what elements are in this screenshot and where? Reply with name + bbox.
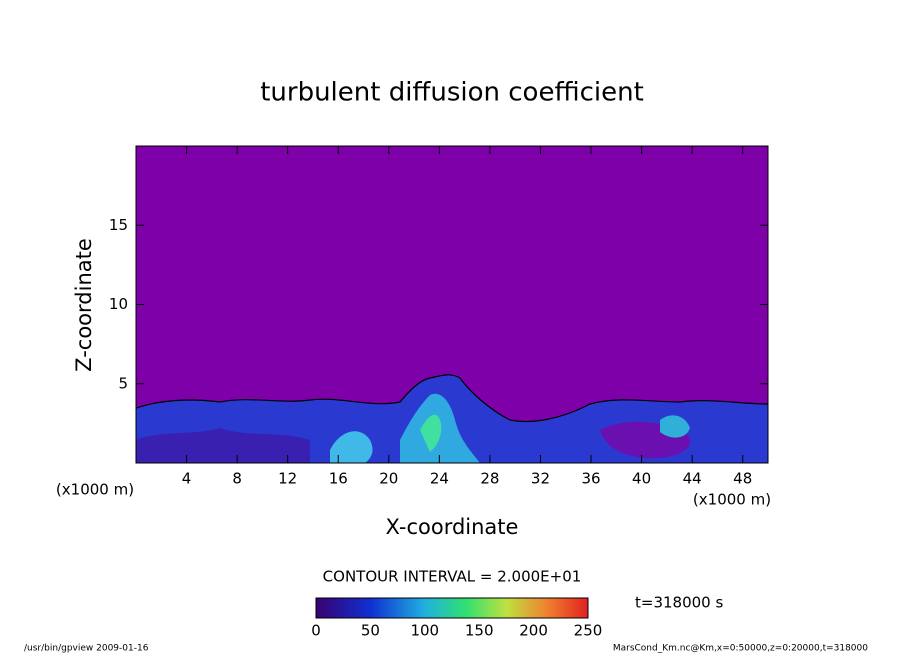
x-tick-label: 44 (683, 470, 702, 488)
y-tick-label: 10 (109, 295, 128, 313)
x-tick-label: 12 (278, 470, 297, 488)
x-tick-label: 20 (379, 470, 398, 488)
time-label: t=318000 s (635, 594, 723, 612)
y-tick-label: 15 (109, 216, 128, 234)
y-tick-label: 5 (118, 374, 128, 392)
contour-field (136, 146, 768, 463)
x-tick-label: 8 (232, 470, 242, 488)
footer-right: MarsCond_Km.nc@Km,x=0:50000,z=0:20000,t=… (613, 644, 868, 654)
x-tick-label: 16 (329, 470, 348, 488)
x-tick-label: 40 (632, 470, 651, 488)
chart-title: turbulent diffusion coefficient (260, 78, 644, 108)
colorbar-tick-label: 50 (361, 622, 380, 640)
colorbar (315, 597, 589, 619)
colorbar-tick-label: 200 (519, 622, 548, 640)
footer-left: /usr/bin/gpview 2009-01-16 (24, 644, 149, 654)
x-tick-label: 24 (430, 470, 449, 488)
y-axis-label: Z-coordinate (72, 238, 96, 372)
colorbar-tick-label: 250 (574, 622, 603, 640)
x-tick-label: 28 (480, 470, 499, 488)
x-axis-label: X-coordinate (386, 515, 519, 539)
colorbar-tick-label: 0 (311, 622, 321, 640)
x-tick-label: 4 (182, 470, 192, 488)
x-tick-label: 36 (581, 470, 600, 488)
x-tick-label: 48 (733, 470, 752, 488)
colorbar-tick-label: 150 (465, 622, 494, 640)
colorbar-tick-label: 100 (410, 622, 439, 640)
x-tick-label: 32 (531, 470, 550, 488)
contour-interval: CONTOUR INTERVAL = 2.000E+01 (323, 568, 582, 586)
x-unit: (x1000 m) (693, 491, 771, 509)
x-unit: (x1000 m) (56, 481, 134, 499)
